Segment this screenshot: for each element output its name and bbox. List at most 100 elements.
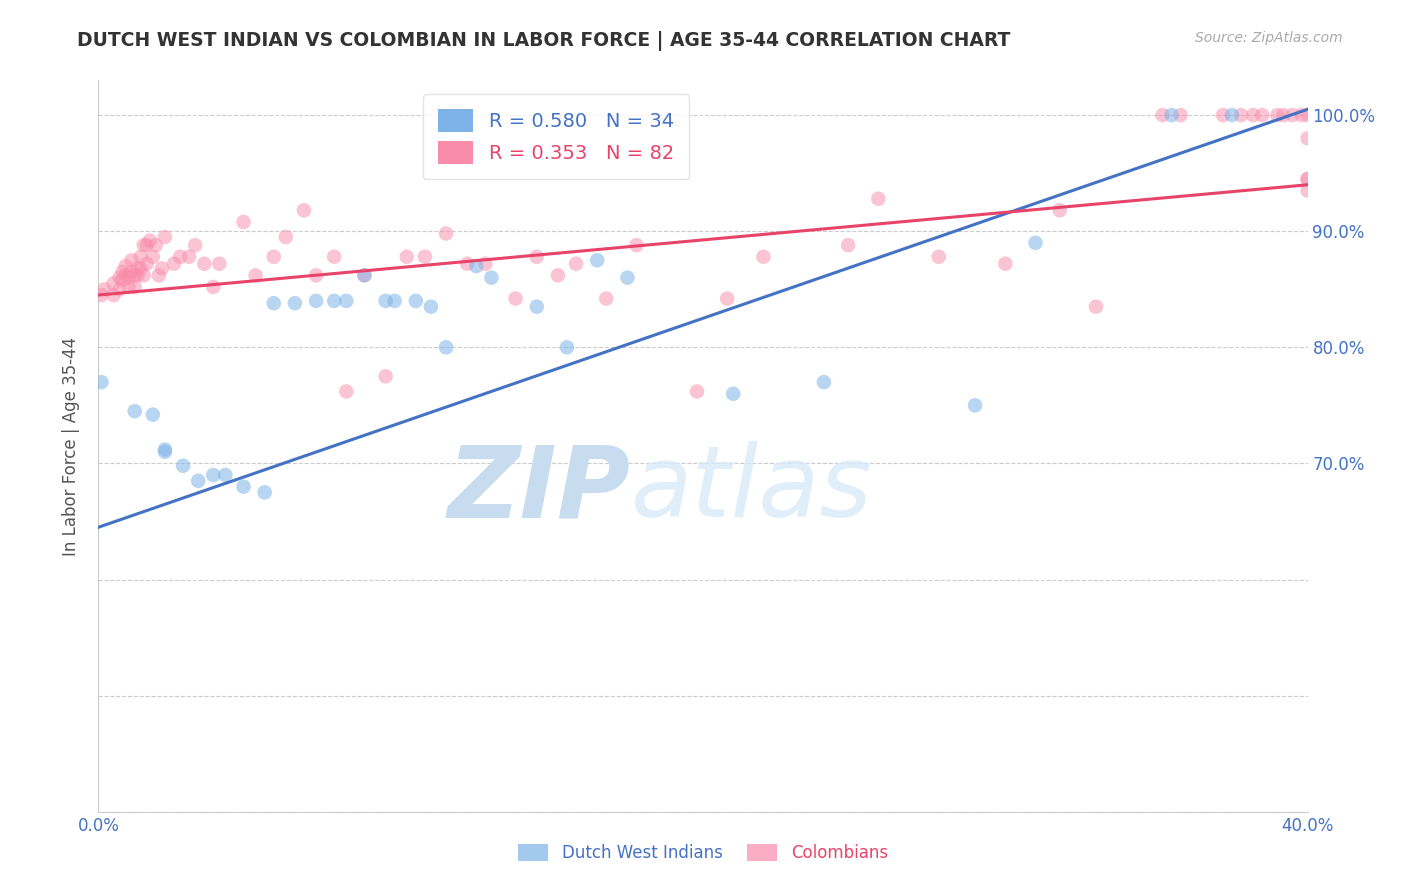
Point [142, 250, 165, 264]
Point [323, 250, 346, 264]
Point [179, 250, 201, 264]
Point [150, 261, 173, 276]
Point [129, 261, 152, 276]
Y-axis label: In Labor Force | Age 35-44: In Labor Force | Age 35-44 [62, 336, 80, 556]
Point [124, 268, 146, 283]
Point [132, 268, 155, 283]
Point [90, 375, 112, 389]
Point [1160, 108, 1182, 122]
Point [124, 404, 146, 418]
Point [395, 250, 418, 264]
Point [456, 257, 478, 271]
Point [752, 250, 775, 264]
Point [118, 280, 141, 294]
Point [1296, 108, 1319, 122]
Point [1267, 108, 1289, 122]
Point [413, 250, 436, 264]
Point [555, 340, 578, 354]
Point [305, 268, 328, 283]
Point [129, 250, 152, 264]
Point [526, 300, 548, 314]
Point [135, 257, 157, 271]
Point [405, 293, 427, 308]
Point [202, 280, 225, 294]
Point [153, 445, 176, 459]
Point [595, 292, 617, 306]
Point [153, 230, 176, 244]
Point [208, 257, 231, 271]
Text: DUTCH WEST INDIAN VS COLOMBIAN IN LABOR FORCE | AGE 35-44 CORRELATION CHART: DUTCH WEST INDIAN VS COLOMBIAN IN LABOR … [77, 31, 1011, 51]
Point [374, 293, 396, 308]
Point [135, 238, 157, 252]
Point [187, 474, 209, 488]
Point [253, 485, 276, 500]
Point [1296, 172, 1319, 186]
Point [1170, 108, 1192, 122]
Point [565, 257, 588, 271]
Point [1272, 108, 1295, 122]
Point [686, 384, 709, 399]
Point [837, 238, 859, 252]
Point [305, 293, 328, 308]
Point [127, 268, 149, 283]
Point [139, 234, 162, 248]
Point [526, 250, 548, 264]
Point [148, 268, 170, 283]
Point [1241, 108, 1264, 122]
Point [111, 273, 134, 287]
Point [626, 238, 648, 252]
Point [184, 238, 207, 252]
Point [263, 296, 285, 310]
Point [965, 398, 987, 412]
Point [1251, 108, 1274, 122]
Point [193, 257, 215, 271]
Point [465, 259, 488, 273]
Point [586, 253, 609, 268]
Point [1220, 108, 1243, 122]
Point [292, 203, 315, 218]
Point [505, 292, 527, 306]
Point [232, 480, 254, 494]
Point [1085, 300, 1108, 314]
Point [335, 384, 357, 399]
Point [616, 270, 638, 285]
Point [263, 250, 285, 264]
Point [374, 369, 396, 384]
Point [1212, 108, 1234, 122]
Text: Source: ZipAtlas.com: Source: ZipAtlas.com [1195, 31, 1343, 45]
Point [474, 257, 496, 271]
Point [121, 265, 143, 279]
Point [163, 257, 186, 271]
Point [434, 227, 457, 241]
Point [1291, 108, 1313, 122]
Point [93, 282, 115, 296]
Point [274, 230, 297, 244]
Text: ZIP: ZIP [447, 442, 630, 539]
Point [1296, 131, 1319, 145]
Point [716, 292, 738, 306]
Point [420, 300, 443, 314]
Point [1296, 172, 1319, 186]
Point [124, 280, 146, 294]
Point [214, 468, 236, 483]
Point [1296, 184, 1319, 198]
Point [1049, 203, 1071, 218]
Point [172, 458, 194, 473]
Point [1152, 108, 1174, 122]
Legend: Dutch West Indians, Colombians: Dutch West Indians, Colombians [510, 836, 896, 871]
Point [335, 293, 357, 308]
Point [723, 386, 745, 401]
Point [202, 468, 225, 483]
Point [353, 268, 375, 283]
Point [111, 265, 134, 279]
Point [169, 250, 191, 264]
Point [868, 192, 890, 206]
Point [928, 250, 950, 264]
Point [284, 296, 307, 310]
Point [121, 253, 143, 268]
Point [90, 288, 112, 302]
Point [103, 288, 125, 302]
Point [384, 293, 406, 308]
Text: atlas: atlas [630, 442, 872, 539]
Point [142, 408, 165, 422]
